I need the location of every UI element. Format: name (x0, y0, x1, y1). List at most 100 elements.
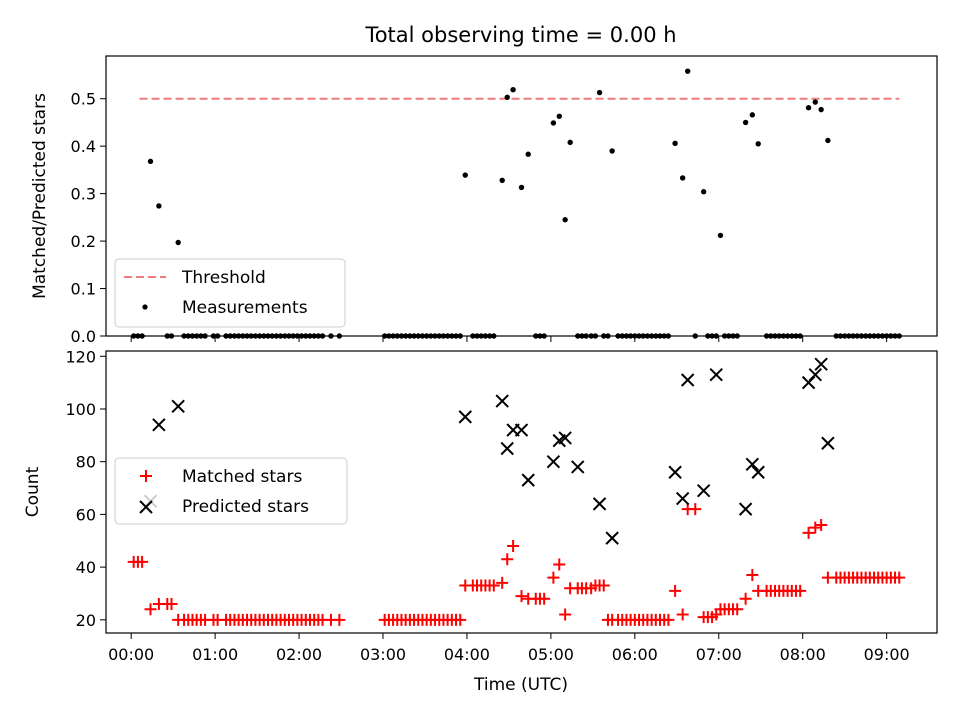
predicted-star-point (495, 394, 509, 408)
predicted-star-point (171, 399, 185, 414)
top-panel-ylabel: Matched/Predicted stars (30, 93, 50, 299)
bottom-ytick-label: 20 (76, 611, 96, 630)
matched-star-point (136, 555, 149, 568)
measurement-point (193, 333, 200, 339)
measurement-point (303, 333, 309, 339)
measurement-point (588, 333, 594, 339)
measurement-point (784, 333, 791, 339)
measurement-point (627, 333, 634, 339)
bottom-ytick-label: 120 (65, 347, 96, 366)
measurement-point (636, 333, 642, 339)
bottom-xtick-label: 05:00 (528, 645, 574, 664)
matched-star-point (547, 571, 560, 584)
top-panel: Matched/Predicted stars 0.00.10.20.30.40… (30, 55, 938, 346)
measurement-point (619, 333, 625, 339)
measurement-point (415, 333, 421, 339)
measurement-point (592, 333, 599, 339)
bottom-xtick-label: 00:00 (108, 645, 154, 664)
top-panel-marks (131, 68, 902, 339)
measurement-point (457, 333, 463, 339)
measurement-point (139, 333, 145, 339)
measurement-point (705, 333, 711, 339)
matched-star-point (669, 584, 682, 597)
measurement-point (875, 333, 881, 339)
predicted-star-point (592, 497, 607, 511)
measurement-point (734, 333, 740, 339)
measurement-point (261, 333, 267, 339)
measurement-point (525, 151, 531, 157)
measurement-point (298, 333, 305, 339)
measurement-point (596, 89, 603, 96)
measurement-point (185, 333, 191, 339)
bottom-xtick-label: 07:00 (696, 645, 742, 664)
top-ytick-label: 0.5 (71, 90, 96, 109)
bottom-legend-predicted-label: Predicted stars (182, 497, 309, 517)
measurement-point (210, 333, 217, 339)
measurement-point (432, 333, 438, 339)
measurement-point (156, 203, 162, 209)
measurement-point (605, 333, 611, 339)
matched-star-point (538, 592, 551, 605)
measurement-point (294, 333, 301, 339)
measurement-point (248, 333, 254, 339)
measurement-point (583, 333, 589, 339)
measurement-point (797, 333, 803, 339)
measurement-point (661, 333, 667, 339)
predicted-star-point (675, 491, 690, 506)
measurement-point (730, 333, 736, 339)
measurement-point (685, 68, 691, 74)
bottom-legend-box (114, 457, 348, 525)
measurement-point (499, 177, 505, 184)
measurement-point (131, 333, 137, 339)
predicted-star-point (751, 465, 765, 479)
measurement-point (776, 333, 782, 339)
measurement-point (609, 148, 615, 154)
measurement-point (700, 189, 707, 195)
top-ytick-label: 0.2 (71, 232, 96, 251)
predicted-star-point (521, 473, 535, 487)
bottom-legend-matched-label: Matched stars (182, 467, 302, 487)
measurement-point (871, 333, 877, 339)
measurement-point (692, 333, 698, 339)
measurement-point (235, 333, 242, 339)
measurement-point (879, 333, 886, 339)
measurement-point (537, 333, 543, 339)
matched-star-point (553, 558, 566, 571)
predicted-star-point (500, 441, 514, 456)
bottom-xtick-label: 06:00 (612, 645, 658, 664)
bottom-panel-y-ticks: 20 40 60 80 100 120 (65, 347, 106, 630)
matched-star-point (662, 613, 675, 626)
measurement-point (854, 333, 860, 339)
predicted-star-point (680, 373, 695, 387)
predicted-star-point (546, 454, 561, 469)
measurement-point (214, 333, 221, 339)
measurement-point (386, 333, 392, 339)
matched-star-point (515, 590, 528, 603)
measurement-point (440, 333, 447, 339)
top-legend-threshold-label: Threshold (181, 268, 266, 288)
measurement-point (252, 333, 259, 339)
matched-star-point (597, 579, 610, 592)
bottom-xtick-label: 02:00 (276, 645, 322, 664)
measurement-point (428, 333, 434, 339)
measurement-point (419, 333, 426, 339)
measurement-point (189, 333, 196, 339)
measurement-point (256, 333, 263, 339)
measurement-point (615, 333, 621, 339)
measurement-point (181, 333, 187, 339)
measurement-point (381, 333, 388, 339)
predicted-star-point (808, 368, 822, 382)
top-ytick-label: 0.1 (71, 280, 96, 299)
bottom-xtick-label: 09:00 (864, 645, 910, 664)
measurement-point (168, 333, 175, 339)
matched-star-point (689, 503, 702, 516)
predicted-star-point (745, 457, 760, 472)
measurement-point (240, 333, 246, 339)
predicted-star-point (814, 357, 828, 371)
matched-star-point (794, 584, 807, 597)
bottom-legend-matched-swatch (140, 470, 152, 482)
measurement-point (407, 333, 413, 339)
predicted-star-point (696, 483, 711, 498)
predicted-star-point (514, 423, 529, 437)
measurement-point (533, 333, 539, 339)
